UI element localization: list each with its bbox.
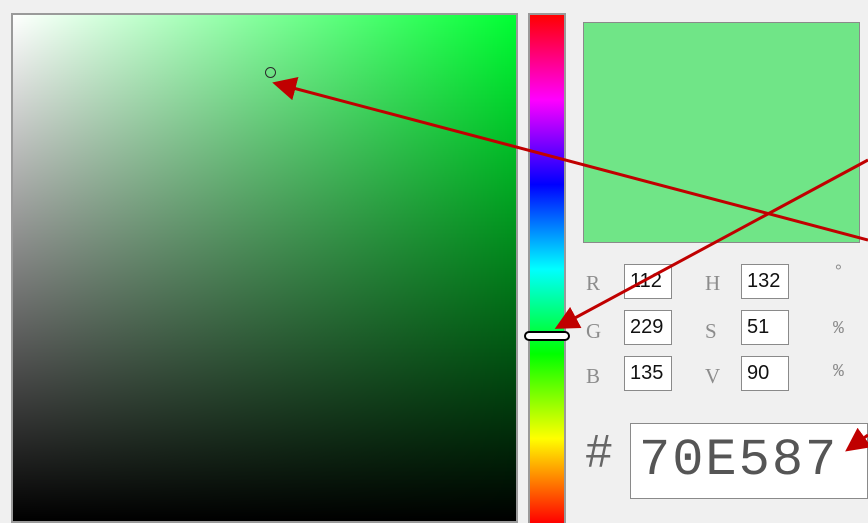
g-input[interactable]: 229 bbox=[624, 310, 672, 345]
slider-handle-icon[interactable] bbox=[524, 331, 570, 341]
degree-unit: ° bbox=[833, 263, 844, 283]
g-label: G bbox=[586, 319, 602, 343]
b-label: B bbox=[586, 364, 601, 388]
hex-prefix: # bbox=[586, 425, 612, 477]
hue-slider[interactable] bbox=[528, 13, 566, 523]
v-input[interactable]: 90 bbox=[741, 356, 789, 391]
h-label: H bbox=[705, 271, 721, 295]
v-label: V bbox=[705, 364, 721, 388]
percent-unit-s: % bbox=[833, 319, 844, 339]
r-input[interactable]: 112 bbox=[624, 264, 672, 299]
s-input[interactable]: 51 bbox=[741, 310, 789, 345]
saturation-value-area[interactable] bbox=[11, 13, 518, 523]
value-gradient bbox=[13, 15, 516, 521]
s-label: S bbox=[705, 319, 717, 343]
r-label: R bbox=[586, 271, 601, 295]
b-input[interactable]: 135 bbox=[624, 356, 672, 391]
h-input[interactable]: 132 bbox=[741, 264, 789, 299]
color-preview-swatch bbox=[583, 22, 860, 243]
percent-unit-v: % bbox=[833, 362, 844, 382]
hex-input[interactable]: 70E587 bbox=[630, 423, 868, 499]
circle-cursor-icon[interactable] bbox=[265, 67, 276, 78]
